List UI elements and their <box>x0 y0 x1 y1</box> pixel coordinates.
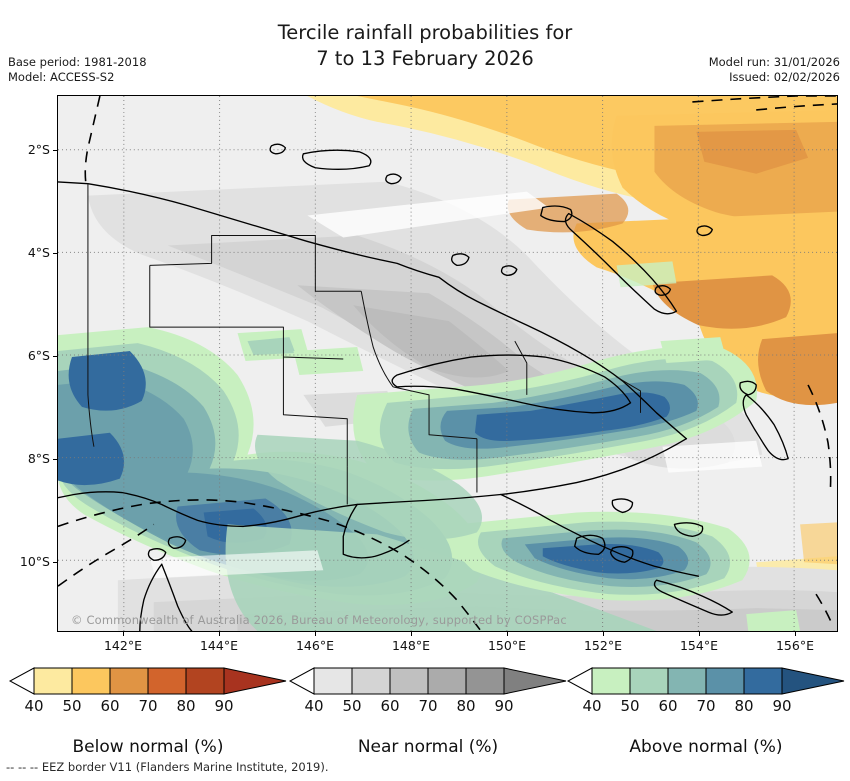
colorbar-below-normal: 40 50 60 70 80 90 Below normal (%) <box>8 666 288 757</box>
lat-tick-label: 10°S <box>19 554 50 569</box>
colorbar-tick-label: 40 <box>24 697 44 715</box>
lat-tick-label: 4°S <box>27 245 50 260</box>
lon-tick-mark <box>123 632 124 636</box>
lat-tick-mark <box>53 459 57 460</box>
lon-tick-mark <box>699 632 700 636</box>
lon-tick-label: 154°E <box>679 638 718 653</box>
colorbar-swatches <box>8 667 287 695</box>
colorbar-tick-label: 50 <box>620 697 640 715</box>
model-run-label: Model run: 31/01/2026 <box>708 55 840 69</box>
colorbar-tick-row: 40 50 60 70 80 90 <box>288 697 568 717</box>
lon-tick-mark <box>507 632 508 636</box>
page-title: Tercile rainfall probabilities for 7 to … <box>0 20 850 72</box>
colorbar-tick-label: 70 <box>696 697 716 715</box>
colorbar-tick-label: 70 <box>418 697 438 715</box>
colorbar-tick-label: 80 <box>176 697 196 715</box>
lon-tick-label: 148°E <box>391 638 430 653</box>
lon-tick-mark <box>795 632 796 636</box>
colorbar-tick-label: 50 <box>342 697 362 715</box>
lon-tick-label: 150°E <box>487 638 526 653</box>
lat-tick-label: 6°S <box>27 348 50 363</box>
map-canvas <box>58 96 837 631</box>
probability-map: © Commonwealth of Australia 2026, Bureau… <box>57 95 838 632</box>
colorbar-title: Near normal (%) <box>357 737 499 757</box>
lon-tick-mark <box>411 632 412 636</box>
eez-footnote: -- -- -- EEZ border V11 (Flanders Marine… <box>6 760 329 774</box>
colorbar-swatches <box>566 667 845 695</box>
colorbar-near-normal: 40 50 60 70 80 90 Near normal (%) <box>288 666 568 757</box>
colorbar-tick-row: 40 50 60 70 80 90 <box>8 697 288 717</box>
metadata-left: Base period: 1981-2018 Model: ACCESS-S2 <box>8 55 147 85</box>
lat-tick-label: 2°S <box>27 142 50 157</box>
model-label: Model: ACCESS-S2 <box>8 70 115 84</box>
colorbar-tick-label: 50 <box>62 697 82 715</box>
title-line-1: Tercile rainfall probabilities for <box>277 21 573 44</box>
lat-tick-mark <box>53 150 57 151</box>
colorbar-tick-label: 80 <box>734 697 754 715</box>
lon-tick-mark <box>603 632 604 636</box>
colorbar-title: Below normal (%) <box>72 737 224 757</box>
lat-tick-mark <box>53 356 57 357</box>
title-line-2: 7 to 13 February 2026 <box>316 47 534 70</box>
lat-tick-label: 8°S <box>27 451 50 466</box>
metadata-right: Model run: 31/01/2026 Issued: 02/02/2026 <box>709 55 840 85</box>
lon-tick-label: 146°E <box>295 638 334 653</box>
colorbar-tick-label: 40 <box>582 697 602 715</box>
lon-tick-mark <box>219 632 220 636</box>
base-period-label: Base period: 1981-2018 <box>8 55 147 69</box>
colorbar-title: Above normal (%) <box>629 737 783 757</box>
colorbar-tick-label: 70 <box>138 697 158 715</box>
colorbar-tick-row: 40 50 60 70 80 90 <box>566 697 846 717</box>
colorbar-swatches <box>288 667 567 695</box>
colorbar-tick-label: 80 <box>456 697 476 715</box>
lon-tick-label: 156°E <box>775 638 814 653</box>
colorbar-tick-label: 60 <box>380 697 400 715</box>
colorbar-tick-label: 40 <box>304 697 324 715</box>
lon-tick-mark <box>315 632 316 636</box>
colorbar-tick-label: 90 <box>214 697 234 715</box>
lat-tick-mark <box>53 253 57 254</box>
colorbar-tick-label: 60 <box>100 697 120 715</box>
map-watermark: © Commonwealth of Australia 2026, Bureau… <box>71 613 567 627</box>
colorbar-tick-label: 90 <box>494 697 514 715</box>
colorbar-tick-label: 60 <box>658 697 678 715</box>
lat-tick-mark <box>53 562 57 563</box>
colorbar-above-normal: 40 50 60 70 80 90 Above normal (%) <box>566 666 846 757</box>
lon-tick-label: 144°E <box>199 638 238 653</box>
lon-tick-label: 142°E <box>103 638 142 653</box>
issued-label: Issued: 02/02/2026 <box>729 70 840 84</box>
colorbar-tick-label: 90 <box>772 697 792 715</box>
lon-tick-label: 152°E <box>583 638 622 653</box>
